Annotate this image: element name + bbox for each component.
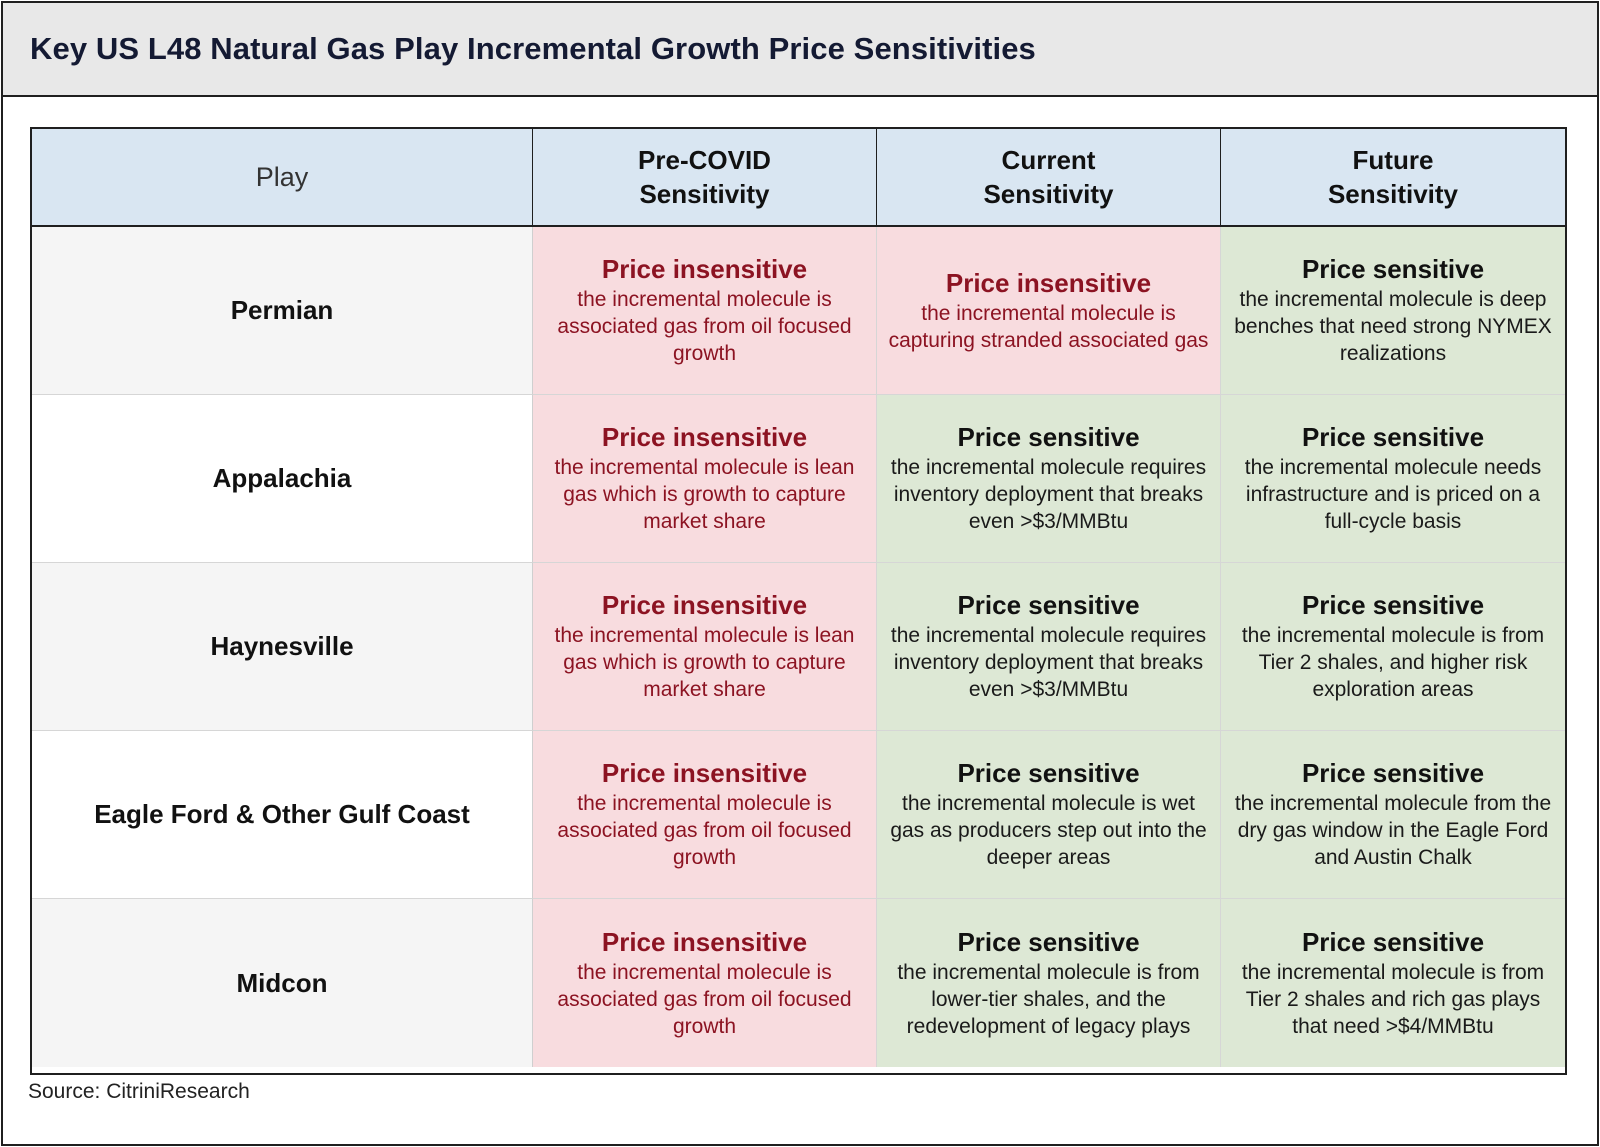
column-header-line: Future bbox=[1352, 145, 1434, 175]
sensitivity-cell: Price insensitive the incremental molecu… bbox=[877, 227, 1221, 395]
sensitivity-status: Price sensitive bbox=[1301, 422, 1485, 452]
sensitivity-cell: Price sensitive the incremental molecule… bbox=[1221, 227, 1565, 395]
sensitivity-status: Price sensitive bbox=[1301, 590, 1485, 620]
sensitivity-cell: Price sensitive the incremental molecule… bbox=[877, 395, 1221, 563]
play-cell: Appalachia bbox=[32, 395, 533, 563]
column-header-future: Future Sensitivity bbox=[1221, 129, 1565, 227]
sensitivity-status: Price sensitive bbox=[957, 758, 1140, 788]
sensitivity-description: the incremental molecule is associated g… bbox=[557, 960, 852, 1038]
title-bar: Key US L48 Natural Gas Play Incremental … bbox=[3, 3, 1597, 97]
sensitivity-description: the incremental molecule from the dry ga… bbox=[1234, 792, 1552, 869]
sensitivity-description: the incremental molecule requires invent… bbox=[890, 456, 1207, 533]
sensitivity-status: Price sensitive bbox=[1301, 254, 1485, 284]
sensitivity-description: the incremental molecule needs infrastru… bbox=[1244, 456, 1542, 533]
play-cell: Midcon bbox=[32, 899, 533, 1067]
sensitivity-cell: Price sensitive the incremental molecule… bbox=[1221, 395, 1565, 563]
sensitivity-cell: Price insensitive the incremental molecu… bbox=[533, 395, 877, 563]
sensitivity-cell: Price sensitive the incremental molecule… bbox=[1221, 563, 1565, 731]
sensitivity-status: Price sensitive bbox=[957, 926, 1140, 957]
sensitivity-cell: Price sensitive the incremental molecule… bbox=[877, 563, 1221, 731]
page-title: Key US L48 Natural Gas Play Incremental … bbox=[30, 31, 1036, 66]
column-header-line: Pre-COVID bbox=[638, 145, 771, 175]
sensitivity-cell: Price sensitive the incremental molecule… bbox=[877, 731, 1221, 899]
sensitivity-description: the incremental molecule is from lower-t… bbox=[897, 960, 1200, 1038]
sensitivity-cell: Price insensitive the incremental molecu… bbox=[533, 899, 877, 1067]
sensitivity-status: Price sensitive bbox=[1301, 926, 1485, 957]
sensitivity-status: Price sensitive bbox=[1301, 758, 1485, 788]
column-header-current: Current Sensitivity bbox=[877, 129, 1221, 227]
column-header-line: Sensitivity bbox=[639, 179, 770, 209]
sensitivity-status: Price sensitive bbox=[957, 590, 1140, 620]
play-cell: Haynesville bbox=[32, 563, 533, 731]
sensitivity-status: Price insensitive bbox=[601, 254, 808, 284]
column-header-line: Sensitivity bbox=[983, 179, 1114, 209]
sensitivity-cell: Price sensitive the incremental molecule… bbox=[877, 899, 1221, 1067]
sensitivity-description: the incremental molecule is wet gas as p… bbox=[890, 792, 1207, 869]
sensitivity-description: the incremental molecule requires invent… bbox=[890, 624, 1207, 701]
sensitivity-status: Price insensitive bbox=[601, 926, 808, 957]
column-header-label: Play bbox=[255, 162, 309, 192]
sensitivity-table: Play Pre-COVID Sensitivity Current Sensi… bbox=[30, 127, 1567, 1075]
sensitivity-status: Price insensitive bbox=[601, 422, 808, 452]
sensitivity-description: the incremental molecule is associated g… bbox=[557, 792, 852, 869]
sensitivity-status: Price insensitive bbox=[601, 590, 808, 620]
play-cell: Eagle Ford & Other Gulf Coast bbox=[32, 731, 533, 899]
sensitivity-status: Price insensitive bbox=[601, 758, 808, 788]
column-header-play: Play bbox=[32, 129, 533, 227]
sensitivity-cell: Price insensitive the incremental molecu… bbox=[533, 563, 877, 731]
sensitivity-cell: Price insensitive the incremental molecu… bbox=[533, 731, 877, 899]
sensitivity-description: the incremental molecule is lean gas whi… bbox=[554, 456, 855, 533]
sensitivity-cell: Price insensitive the incremental molecu… bbox=[533, 227, 877, 395]
sensitivity-description: the incremental molecule is from Tier 2 … bbox=[1241, 960, 1545, 1038]
sensitivity-description: the incremental molecule is capturing st… bbox=[888, 301, 1209, 352]
sensitivity-description: the incremental molecule is deep benches… bbox=[1234, 288, 1552, 365]
column-header-pre-covid: Pre-COVID Sensitivity bbox=[533, 129, 877, 227]
sensitivity-cell: Price sensitive the incremental molecule… bbox=[1221, 899, 1565, 1067]
sensitivity-cell: Price sensitive the incremental molecule… bbox=[1221, 731, 1565, 899]
source-note: Source: CitriniResearch bbox=[28, 1080, 250, 1103]
sensitivity-description: the incremental molecule is lean gas whi… bbox=[554, 624, 855, 701]
play-cell: Permian bbox=[32, 227, 533, 395]
column-header-line: Current bbox=[1001, 145, 1096, 175]
sensitivity-status: Price insensitive bbox=[945, 267, 1152, 298]
column-header-line: Sensitivity bbox=[1327, 179, 1459, 209]
sensitivity-description: the incremental molecule is associated g… bbox=[557, 288, 852, 365]
sensitivity-status: Price sensitive bbox=[957, 422, 1140, 452]
sensitivity-description: the incremental molecule is from Tier 2 … bbox=[1241, 624, 1545, 701]
